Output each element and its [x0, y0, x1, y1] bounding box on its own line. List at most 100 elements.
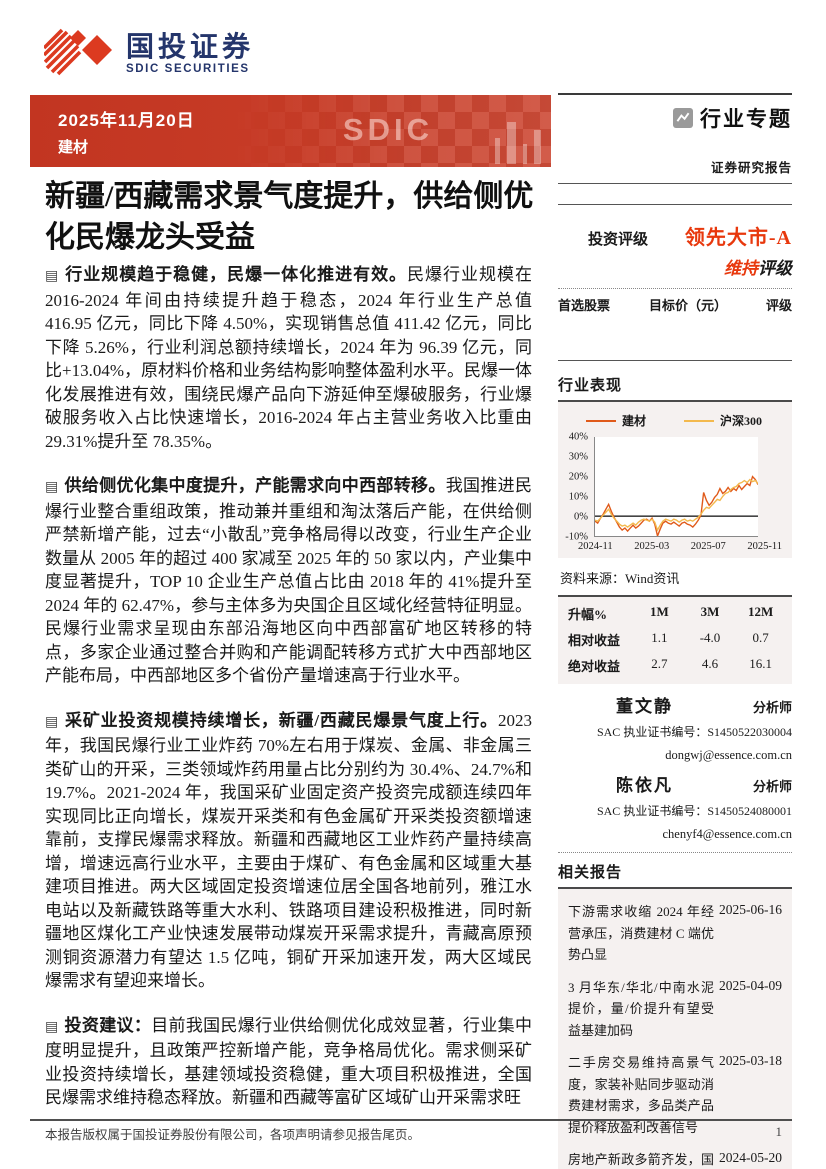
- analyst-sac-number: SAC 执业证书编号：S1450524080001: [596, 804, 792, 818]
- related-report-title: 二手房交易维持高景气度，家装补贴同步驱动消费建材需求，多品类产品提价释放盈利改善…: [568, 1055, 714, 1135]
- industry-performance-chart: 建材 沪深300 40% 30% 20% 10% 0% -10% 2024-11 2025-0…: [558, 402, 792, 558]
- analyst-name: 董文静: [616, 697, 673, 716]
- footer-divider: [30, 1119, 792, 1121]
- sdic-logo-icon: [44, 28, 112, 76]
- paragraph-text: 民爆行业规模在 2016-2024 年间由持续提升趋于稳态，2024 年行业生产…: [45, 265, 532, 451]
- performance-row-label: 绝对收益: [568, 659, 621, 674]
- col-stock: 首选股票: [558, 298, 611, 313]
- related-report-item: 下游需求收缩 2024 年经营承压，消费建材 C 端优势凸显 2025-06-16: [568, 901, 782, 966]
- paragraph: ▤ 供给侧优化集中度提升，产能需求向中西部转移。我国推进民爆行业整合重组政策，推动…: [45, 474, 532, 688]
- banner-watermark: SDIC: [342, 112, 433, 147]
- analyst-email: chenyf4@essence.com.cn: [662, 827, 792, 841]
- related-report-title: 3 月华东/华北/中南水泥提价，量/价提升有望受益基建加码: [568, 979, 714, 1038]
- chart-x-tick: 2024-11: [578, 541, 613, 552]
- analyst-sac-number: SAC 执业证书编号：S1450522030004: [596, 725, 792, 739]
- company-logo: 国投证券 SDIC SECURITIES: [44, 26, 254, 80]
- rating-status-row: 维持评级: [558, 254, 792, 279]
- performance-col-header: 12M: [748, 604, 774, 619]
- sidebar: 行业专题 证券研究报告 投资评级 领先大市-A 维持评级 首选股票 目标价（元）…: [558, 86, 792, 1169]
- chart-x-tick: 2025-11: [747, 541, 782, 552]
- rating-label: 投资评级: [588, 232, 649, 248]
- analyst-name: 陈依凡: [616, 776, 673, 795]
- analyst-role: 分析师: [752, 779, 792, 794]
- brand-name-en: SDIC SECURITIES: [126, 63, 250, 75]
- chart-y-tick: 40%: [568, 431, 588, 443]
- performance-table-row: 绝对收益 2.7 4.6 16.1: [564, 656, 786, 675]
- paragraph-text: 2023 年，我国民爆行业工业炸药 70%左右用于煤炭、金属、非金属三类矿山的开…: [45, 710, 532, 991]
- analysts-block: 董文静 分析师 SAC 执业证书编号：S1450522030004 dongwj@es…: [558, 692, 792, 842]
- divider: [558, 400, 792, 402]
- related-reports-list: 下游需求收缩 2024 年经营承压，消费建材 C 端优势凸显 2025-06-16…: [558, 889, 792, 1169]
- related-report-date: 2025-04-09: [719, 977, 782, 993]
- paragraph: ▤ 采矿业投资规模持续增长，新疆/西藏民爆景气度上行。2023 年，我国民爆行业工…: [45, 709, 532, 993]
- chart-legend-item: 建材: [585, 412, 646, 429]
- performance-row-label: 相对收益: [568, 633, 621, 648]
- related-report-title: 下游需求收缩 2024 年经营承压，消费建材 C 端优势凸显: [568, 904, 714, 962]
- paragraph-text: 目前我国民爆行业供给侧优化成效显著，行业集中度明显提升，且政策严控新增产能，竞争…: [45, 1015, 532, 1108]
- performance-value: -4.0: [699, 630, 721, 645]
- paragraph-lead: 投资建议：: [64, 1015, 152, 1035]
- performance-value: 16.1: [749, 656, 773, 671]
- paragraph-bullet-icon: ▤: [45, 714, 59, 730]
- paragraph: ▤ 行业规模趋于稳健，民爆一体化推进有效。民爆行业规模在 2016-2024 年间…: [45, 263, 532, 453]
- legend-line-swatch: [585, 419, 616, 422]
- performance-value: 1.1: [651, 630, 668, 645]
- chart-y-ticks: 40% 30% 20% 10% 0% -10%: [560, 432, 594, 543]
- performance-table-row: 相对收益 1.1 -4.0 0.7: [564, 630, 786, 649]
- rating-status: 维持: [724, 259, 758, 278]
- rating-value: 领先大市-A: [684, 227, 792, 249]
- chart-x-ticks: 2024-11 2025-03 2025-07 2025-11: [578, 541, 782, 552]
- related-report-title: 房地产新政多箭齐发，国资收储有望加快，持续看好地产链建材表现: [568, 1152, 714, 1167]
- divider: [558, 360, 792, 361]
- chart-x-tick: 2025-03: [634, 541, 670, 552]
- chart-source: 资料来源：Wind资讯: [560, 571, 680, 586]
- related-report-item: 房地产新政多箭齐发，国资收储有望加快，持续看好地产链建材表现 2024-05-20: [568, 1149, 782, 1169]
- related-report-item: 3 月华东/华北/中南水泥提价，量/价提升有望受益基建加码 2025-04-09: [568, 977, 782, 1042]
- performance-table: 升幅% 1M 3M 12M 相对收益 1.1 -4.0 0.7 绝对收益 2.7 4.6 16.1: [558, 597, 792, 684]
- col-rating: 评级: [765, 298, 792, 313]
- paragraph-lead: 采矿业投资规模持续增长，新疆/西藏民爆景气度上行。: [64, 710, 498, 730]
- brand-name-cn: 国投证券: [126, 31, 255, 62]
- footer-disclaimer: 本报告版权属于国投证券股份有限公司，各项声明请参见报告尾页。: [45, 1128, 421, 1142]
- chart-y-tick: 0%: [574, 511, 588, 523]
- performance-col-header: 1M: [649, 604, 669, 619]
- performance-table-header: 升幅% 1M 3M 12M: [564, 604, 786, 623]
- legend-line-swatch: [684, 419, 714, 422]
- date-banner: 2025年11月20日 建材 SDIC: [30, 95, 551, 167]
- paragraph-text: 我国推进民爆行业整合重组政策，推动兼并重组和淘汰落后产能，在供给侧严禁新增产能，…: [45, 476, 532, 685]
- paragraph-lead: 供给侧优化集中度提升，产能需求向中西部转移。: [64, 476, 446, 495]
- industry-performance-title: 行业表现: [558, 378, 623, 394]
- chart-legend-item: 沪深300: [684, 412, 762, 429]
- divider: [558, 887, 792, 889]
- analyst-row: 陈依凡 分析师: [558, 771, 792, 796]
- performance-value: 0.7: [752, 630, 769, 645]
- related-report-date: 2024-05-20: [719, 1150, 782, 1165]
- chart-y-tick: 30%: [568, 451, 588, 463]
- col-target-price: 目标价（元）: [648, 298, 727, 313]
- related-report-item: 二手房交易维持高景气度，家装补贴同步驱动消费建材需求，多品类产品提价释放盈利改善…: [568, 1052, 782, 1138]
- related-report-date: 2025-03-18: [719, 1053, 782, 1068]
- investment-rating-row: 投资评级 领先大市-A: [558, 221, 792, 250]
- page-number: 1: [775, 1124, 783, 1139]
- performance-value: 2.7: [651, 656, 668, 671]
- report-type-label: 行业专题: [700, 107, 792, 131]
- paragraph-bullet-icon: ▤: [45, 1019, 59, 1035]
- divider: [558, 183, 792, 184]
- analyst-row: 董文静 分析师: [558, 692, 792, 717]
- research-report-label: 证券研究报告: [710, 161, 792, 175]
- chart-y-tick: -10%: [565, 531, 588, 543]
- page-title: 新疆/西藏需求景气度提升，供给侧优化民爆龙头受益: [45, 180, 534, 254]
- divider: [558, 595, 792, 597]
- performance-col-header: 升幅%: [568, 607, 608, 622]
- banner-skyline-decoration: [495, 122, 541, 164]
- trend-chart-icon: [673, 108, 693, 128]
- paragraph-bullet-icon: ▤: [45, 480, 59, 495]
- chart-legend: 建材 沪深300: [560, 412, 788, 429]
- dotted-divider: [558, 852, 792, 853]
- paragraph-bullet-icon: ▤: [45, 269, 59, 284]
- divider: [558, 204, 792, 205]
- dotted-divider: [558, 288, 792, 289]
- legend-label: 建材: [621, 414, 646, 428]
- chart-series-建材: [595, 475, 758, 536]
